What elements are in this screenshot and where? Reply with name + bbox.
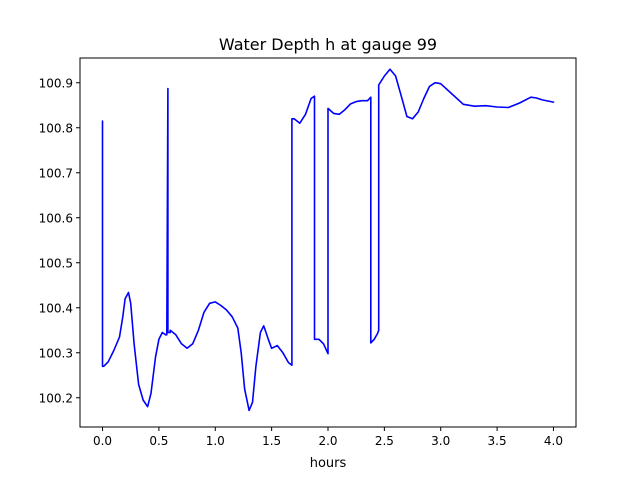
y-tick-label: 100.2 [39,391,73,405]
y-axis-ticks: 100.2 100.3 100.4 100.5 100.6 100.7 100.8 100.9 [39,76,80,405]
x-tick-label: 3.0 [431,434,450,448]
series-layer [101,68,555,412]
chart-title: Water Depth h at gauge 99 [219,35,437,54]
x-axis-ticks: 0.0 0.5 1.0 1.5 2.0 2.5 3.0 3.5 4.0 [93,427,563,448]
x-tick-label: 1.5 [262,434,281,448]
x-tick-label: 0.0 [93,434,112,448]
y-tick-label: 100.6 [39,211,73,225]
plot-frame [79,57,577,428]
y-tick-label: 100.8 [39,121,73,135]
x-tick-label: 2.0 [318,434,337,448]
y-tick-label: 100.4 [39,301,73,315]
y-tick-label: 100.7 [39,166,73,180]
series-line [101,68,555,412]
x-tick-label: 0.5 [149,434,168,448]
x-tick-label: 2.5 [375,434,394,448]
x-tick-label: 1.0 [206,434,225,448]
y-tick-label: 100.3 [39,346,73,360]
y-tick-label: 100.9 [39,76,73,90]
x-tick-label: 3.5 [488,434,507,448]
y-tick-label: 100.5 [39,256,73,270]
x-tick-label: 4.0 [544,434,563,448]
x-axis-label: hours [310,456,347,471]
